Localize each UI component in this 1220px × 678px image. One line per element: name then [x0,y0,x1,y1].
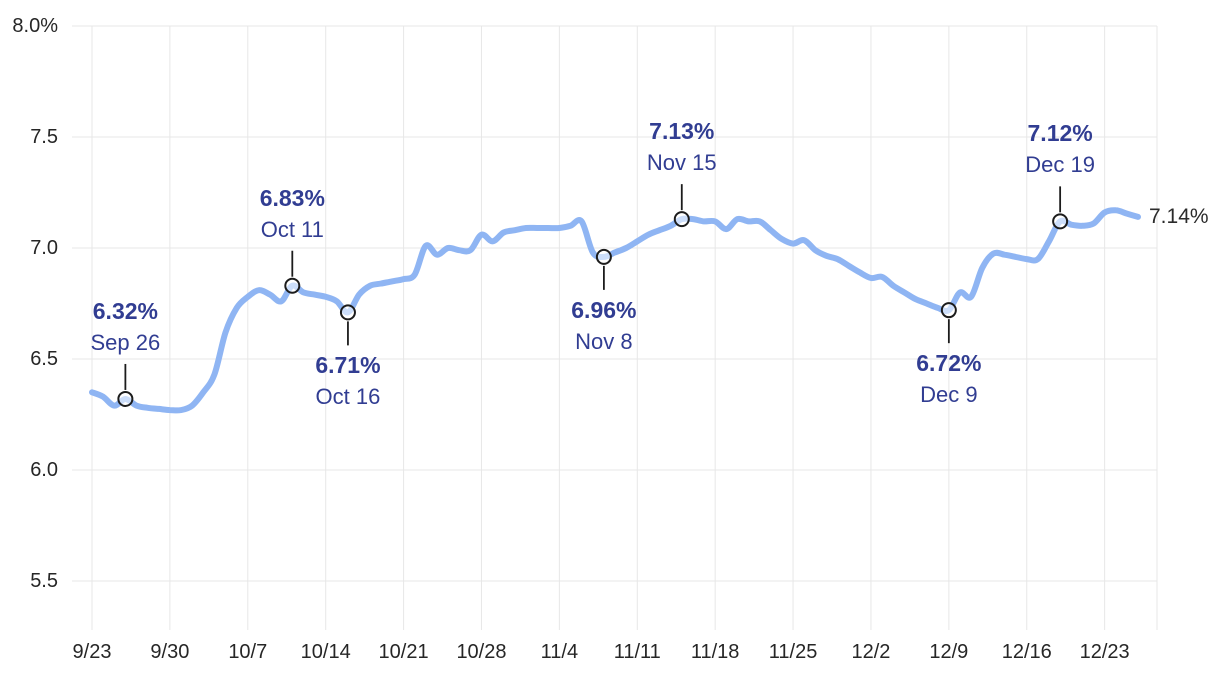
x-axis-label: 10/14 [300,641,351,663]
y-axis-label: 8.0% [12,15,58,37]
data-point-marker [673,211,690,228]
annotation-value: 7.12% [1027,120,1093,147]
annotation-date: Nov 8 [575,328,633,354]
annotation-nov-8: 6.96% Nov 8 [571,295,636,357]
current-value-label: 7.14% [1149,204,1209,228]
annotation-oct-16: 6.71% Oct 16 [315,350,380,412]
x-axis-label: 12/9 [929,641,969,663]
annotation-date: Sep 26 [90,329,161,355]
x-axis-label: 11/25 [768,641,818,663]
annotation-value: 7.13% [649,118,715,145]
y-axis-label: 5.5 [30,570,58,592]
annotation-markers [117,211,1069,407]
data-point-marker [339,304,356,321]
annotation-nov-15: 7.13% Nov 15 [647,116,717,178]
x-axis-label: 12/2 [851,641,891,663]
annotation-date: Oct 11 [260,216,324,242]
x-axis-label: 11/18 [690,641,740,663]
x-axis-label: 10/21 [378,641,429,663]
annotation-date: Dec 9 [920,382,978,408]
y-axis-label: 7.5 [30,126,58,148]
y-axis-label: 6.0 [30,459,58,481]
x-axis-label: 10/28 [456,641,507,663]
annotation-value: 6.96% [571,296,637,323]
x-axis-label: 12/16 [1001,641,1052,663]
x-axis-label: 10/7 [228,641,268,663]
data-point-marker [284,277,301,294]
data-point-marker [117,390,134,407]
annotation-dec-19: 7.12% Dec 19 [1025,118,1095,180]
annotation-leader-lines [124,184,1062,390]
x-axis-label: 9/30 [150,641,190,663]
annotation-sep-26: 6.32% Sep 26 [91,296,161,358]
data-point-marker [1052,213,1069,230]
series-line [89,207,1141,414]
annotation-date: Dec 19 [1025,152,1095,178]
annotation-value: 6.32% [92,297,158,324]
x-axis-label: 9/23 [72,641,112,663]
y-axis-label: 7.0 [30,237,58,259]
data-point-marker [940,302,957,319]
annotation-oct-11: 6.83% Oct 11 [260,183,325,245]
rate-series-path [89,207,1141,414]
y-axis-label: 6.5 [30,348,58,370]
annotation-date: Oct 16 [315,384,381,410]
x-axis-label: 12/23 [1079,641,1130,663]
annotation-value: 6.83% [259,184,325,211]
data-point-marker [595,248,612,265]
annotation-date: Nov 15 [646,150,717,176]
annotation-value: 6.71% [315,352,381,379]
annotation-value: 6.72% [916,350,982,377]
annotation-dec-9: 6.72% Dec 9 [916,348,981,410]
x-axis-label: 11/4 [540,641,579,663]
x-axis-label: 11/11 [613,641,661,663]
